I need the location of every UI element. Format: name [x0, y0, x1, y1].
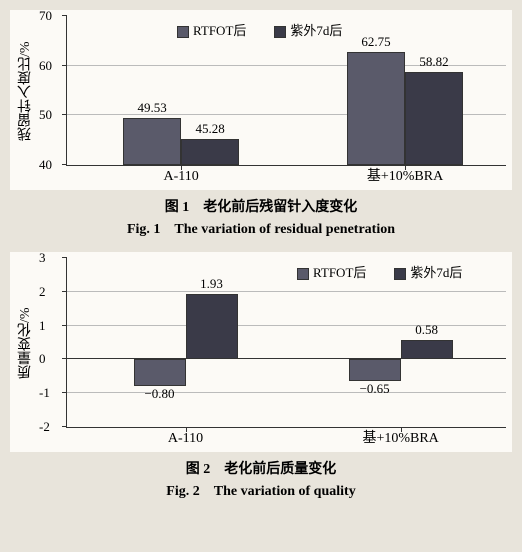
ytick-label: 40 [39, 157, 52, 173]
ytick-label: 50 [39, 107, 52, 123]
legend-swatch-s2 [394, 268, 406, 280]
chart1-wrap: 残留针入度比/% RTFOT后 紫外7d后 40 50 60 70 A-110 49.53… [10, 10, 512, 190]
legend-item-s2: 紫外7d后 [394, 262, 462, 281]
xlabel: 基+10%BRA [367, 165, 443, 185]
chart1-caption-en: Fig. 1 The variation of residual penetra… [10, 218, 512, 238]
legend-item-s2: 紫外7d后 [274, 20, 342, 39]
ytick-label: 60 [39, 58, 52, 74]
chart1-plot: RTFOT后 紫外7d后 40506070A-11049.5345.28基+10… [66, 16, 506, 166]
value-label: −0.80 [144, 386, 174, 402]
bar [123, 118, 181, 165]
chart1-caption-zh: 图 1 老化前后残留针入度变化 [10, 196, 512, 216]
legend-item-s1: RTFOT后 [177, 20, 246, 39]
ytick-label: -2 [39, 419, 50, 435]
bar [134, 359, 186, 386]
bar [347, 52, 405, 165]
ytick-label: -1 [39, 385, 50, 401]
chart2-caption-zh: 图 2 老化前后质量变化 [10, 458, 512, 478]
legend-swatch-s1 [297, 268, 309, 280]
chart2-caption-en: Fig. 2 The variation of quality [10, 480, 512, 500]
bar [401, 340, 453, 360]
value-label: 49.53 [138, 100, 167, 116]
chart2-caption: 图 2 老化前后质量变化 Fig. 2 The variation of qua… [10, 458, 512, 500]
legend-swatch-s1 [177, 26, 189, 38]
value-label: 58.82 [419, 54, 448, 70]
value-label: −0.65 [360, 381, 390, 397]
chart1-ylabel: 残留针入度比/% [16, 16, 36, 166]
bar [186, 294, 238, 359]
value-label: 1.93 [200, 276, 223, 292]
ytick-label: 0 [39, 351, 46, 367]
legend-swatch-s2 [274, 26, 286, 38]
legend-item-s1: RTFOT后 [297, 262, 366, 281]
value-label: 45.28 [196, 121, 225, 137]
chart2-plot: RTFOT后 紫外7d后 -2-10123A-110−0.801.93基+10%… [66, 258, 506, 428]
legend-label-s2: 紫外7d后 [410, 265, 462, 280]
chart1-legend: RTFOT后 紫外7d后 [177, 20, 342, 39]
xlabel: A-110 [168, 431, 203, 447]
legend-label-s2: 紫外7d后 [290, 23, 342, 38]
ytick-label: 70 [39, 8, 52, 24]
chart1: 残留针入度比/% RTFOT后 紫外7d后 40506070A-11049.53… [16, 16, 506, 166]
chart1-caption: 图 1 老化前后残留针入度变化 Fig. 1 The variation of … [10, 196, 512, 238]
xlabel: 基+10%BRA [362, 427, 438, 447]
chart2-legend: RTFOT后 紫外7d后 [297, 262, 462, 281]
ytick-label: 2 [39, 284, 46, 300]
bar [349, 359, 401, 381]
ytick-label: 3 [39, 250, 46, 266]
value-label: 62.75 [361, 34, 390, 50]
chart2: 质量变化/% RTFOT后 紫外7d后 -2-10123A-110−0.801.… [16, 258, 506, 428]
chart2-wrap: 质量变化/% RTFOT后 紫外7d后 -2 -1 0 1 2 3 A-110 −0.80 1.… [10, 252, 512, 452]
bar [181, 139, 239, 165]
ytick-label: 1 [39, 318, 46, 334]
legend-label-s1: RTFOT后 [193, 23, 246, 38]
xlabel: A-110 [163, 169, 198, 185]
bar [405, 72, 463, 165]
value-label: 0.58 [415, 322, 438, 338]
legend-label-s1: RTFOT后 [313, 265, 366, 280]
chart2-ylabel: 质量变化/% [16, 258, 36, 428]
